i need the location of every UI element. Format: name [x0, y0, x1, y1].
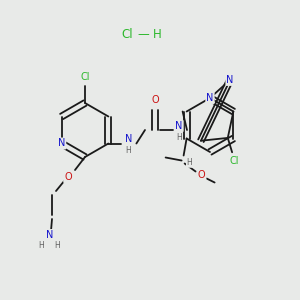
Text: Cl: Cl — [80, 72, 90, 82]
Text: O: O — [198, 170, 206, 181]
Text: —: — — [137, 28, 149, 41]
Text: Cl: Cl — [121, 28, 133, 41]
Text: O: O — [151, 95, 159, 105]
Text: N: N — [206, 93, 214, 103]
Text: N: N — [125, 134, 132, 145]
Text: Cl: Cl — [230, 156, 239, 166]
Text: H: H — [38, 241, 44, 250]
Text: N: N — [58, 139, 65, 148]
Text: H: H — [125, 146, 131, 155]
Text: O: O — [64, 172, 72, 182]
Text: H: H — [153, 28, 161, 41]
Text: N: N — [175, 121, 183, 131]
Text: H: H — [54, 241, 60, 250]
Text: N: N — [46, 230, 54, 240]
Text: H: H — [187, 158, 193, 167]
Text: N: N — [226, 75, 234, 85]
Text: H: H — [176, 133, 182, 142]
